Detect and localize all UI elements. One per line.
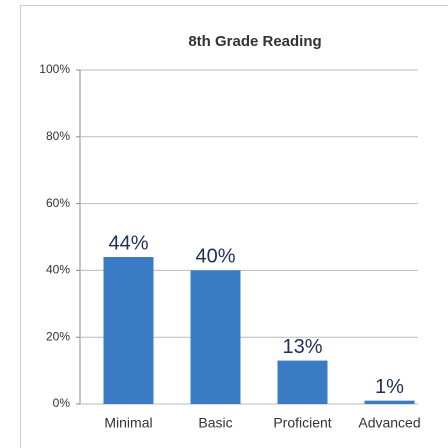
x-tick-label: Minimal	[104, 415, 152, 431]
y-tick-label: 40%	[46, 263, 70, 277]
value-label: 40%	[195, 246, 235, 268]
value-label: 13%	[282, 336, 322, 358]
y-tick-label: 0%	[53, 396, 71, 410]
y-tick-label: 80%	[46, 129, 70, 143]
chart-title: 8th Grade Reading	[188, 33, 321, 50]
y-tick-label: 60%	[46, 196, 70, 210]
value-label: 1%	[375, 376, 404, 398]
value-label: 44%	[108, 232, 148, 254]
x-tick-label: Proficient	[273, 415, 331, 431]
x-tick-label: Advanced	[358, 415, 420, 431]
bar	[103, 257, 154, 404]
frame	[20, 5, 448, 448]
x-tick-label: Basic	[198, 415, 232, 431]
bar	[364, 400, 415, 404]
y-tick-label: 100%	[39, 62, 70, 76]
bar	[277, 360, 328, 404]
bar	[190, 270, 241, 404]
y-tick-label: 20%	[46, 329, 70, 343]
